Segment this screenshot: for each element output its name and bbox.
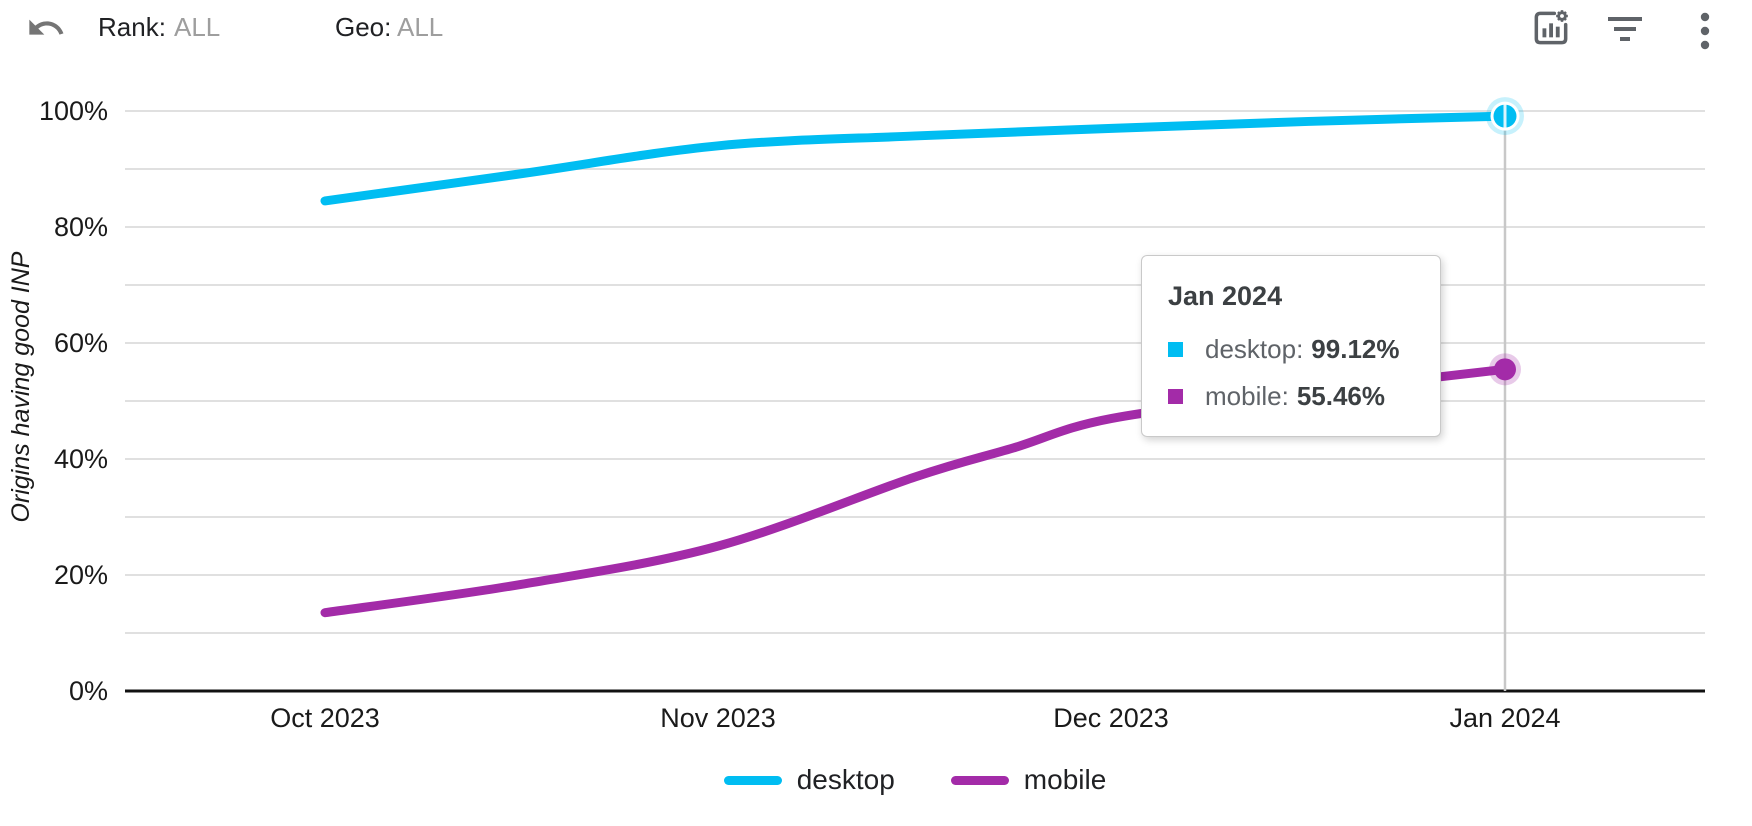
mobile-data-point[interactable] (1493, 358, 1516, 381)
geo-label: Geo: (335, 12, 392, 42)
x-tick-oct-2023: Oct 2023 (270, 703, 380, 733)
y-tick-80: 80% (53, 212, 108, 242)
undo-button[interactable] (26, 8, 66, 53)
geo-value-dropdown[interactable]: ALL (397, 12, 444, 42)
chart-settings-button[interactable] (1531, 8, 1571, 53)
more-vertical-icon (1700, 12, 1710, 50)
tooltip-mobile-label: mobile: (1205, 381, 1289, 411)
x-tick-dec-2023: Dec 2023 (1053, 703, 1169, 733)
tooltip-title: Jan 2024 (1168, 281, 1283, 311)
x-tick-nov-2023: Nov 2023 (660, 703, 776, 733)
more-menu-button[interactable] (1692, 10, 1718, 57)
y-tick-0: 0% (68, 676, 108, 706)
legend-item-mobile[interactable]: mobile (950, 764, 1107, 796)
undo-icon (29, 19, 64, 35)
chart-legend: desktop mobile (125, 764, 1705, 796)
rank-label: Rank: (98, 12, 166, 42)
desktop-line-swatch-icon (723, 775, 782, 785)
y-tick-20: 20% (53, 560, 108, 590)
desktop-swatch-icon (1168, 342, 1183, 357)
desktop-line[interactable] (320, 111, 1510, 206)
chart-tooltip: Jan 2024 desktop: 99.12% mobile: 55.46% (1141, 255, 1441, 437)
tooltip-row-mobile: mobile: 55.46% (1168, 381, 1414, 412)
tooltip-desktop-label: desktop: (1205, 334, 1304, 364)
filter-button[interactable] (1607, 16, 1643, 47)
y-tick-40: 40% (53, 444, 108, 474)
chart-settings-icon (1534, 10, 1568, 45)
tooltip-row-desktop: desktop: 99.12% (1168, 334, 1414, 365)
y-tick-60: 60% (53, 328, 108, 358)
mobile-swatch-icon (1168, 389, 1183, 404)
legend-mobile-label: mobile (1023, 764, 1107, 795)
legend-item-desktop[interactable]: desktop (723, 764, 895, 796)
legend-desktop-label: desktop (796, 764, 895, 795)
tooltip-desktop-value: 99.12% (1311, 334, 1400, 364)
rank-value-dropdown[interactable]: ALL (174, 12, 221, 42)
tooltip-mobile-value: 55.46% (1296, 381, 1386, 411)
y-tick-100: 100% (38, 96, 108, 126)
filter-icon (1608, 17, 1642, 41)
x-tick-jan-2024: Jan 2024 (1449, 703, 1561, 733)
mobile-line-swatch-icon (950, 775, 1009, 785)
